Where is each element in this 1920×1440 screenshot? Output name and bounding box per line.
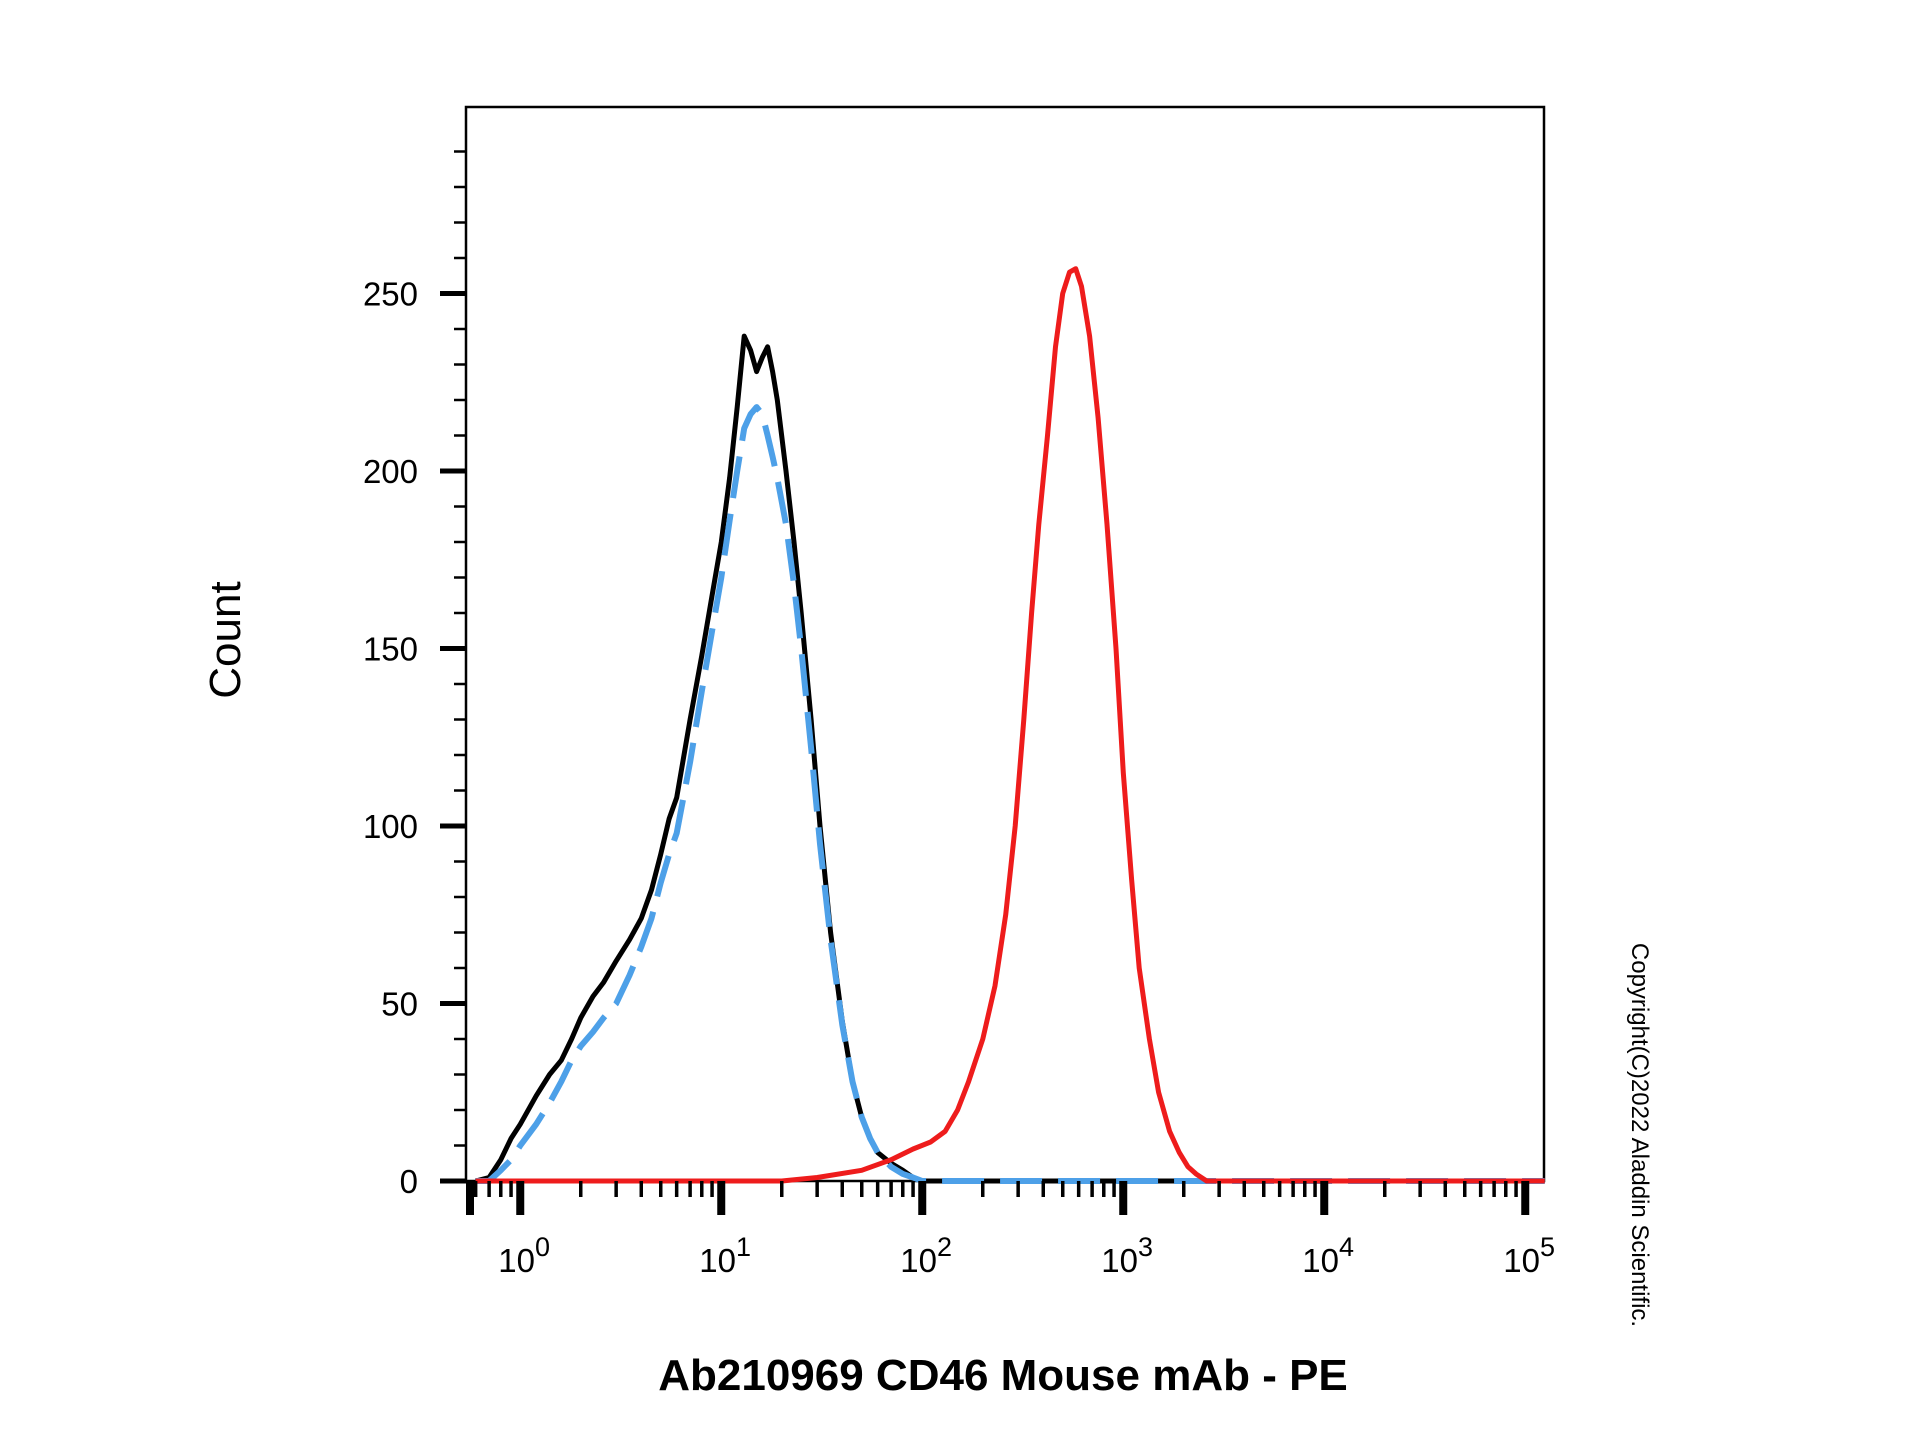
y-tick-label: 250: [363, 276, 418, 313]
series-line-unstained-control: [475, 333, 1545, 1184]
y-axis: 0 50 100 150 200 250: [363, 150, 466, 1200]
x-tick-label: 105: [1503, 1232, 1555, 1279]
y-tick-label: 200: [363, 453, 418, 490]
plot-frame: [464, 105, 1546, 1183]
x-tick-label: 100: [498, 1232, 550, 1279]
y-tick-label: 0: [400, 1163, 418, 1200]
x-axis-label: Ab210969 CD46 Mouse mAb - PE: [658, 1351, 1348, 1400]
y-tick-label: 100: [363, 808, 418, 845]
y-axis-label: Count: [201, 581, 250, 698]
series-layer: [475, 266, 1545, 1184]
copyright-notice: Copyright(C)2022 Aladdin Scientific.: [1626, 943, 1653, 1327]
series-line-isotype-control: [475, 404, 1545, 1184]
y-tick-label: 50: [381, 986, 418, 1023]
x-tick-label: 103: [1101, 1232, 1153, 1279]
x-axis: 100 101 102 103 104 105: [466, 1181, 1555, 1279]
y-tick-label: 150: [363, 631, 418, 668]
x-tick-label: 101: [699, 1232, 751, 1279]
x-tick-label: 104: [1302, 1232, 1354, 1279]
x-tick-label: 102: [900, 1232, 952, 1279]
series-line-cd46-stained: [475, 266, 1545, 1184]
